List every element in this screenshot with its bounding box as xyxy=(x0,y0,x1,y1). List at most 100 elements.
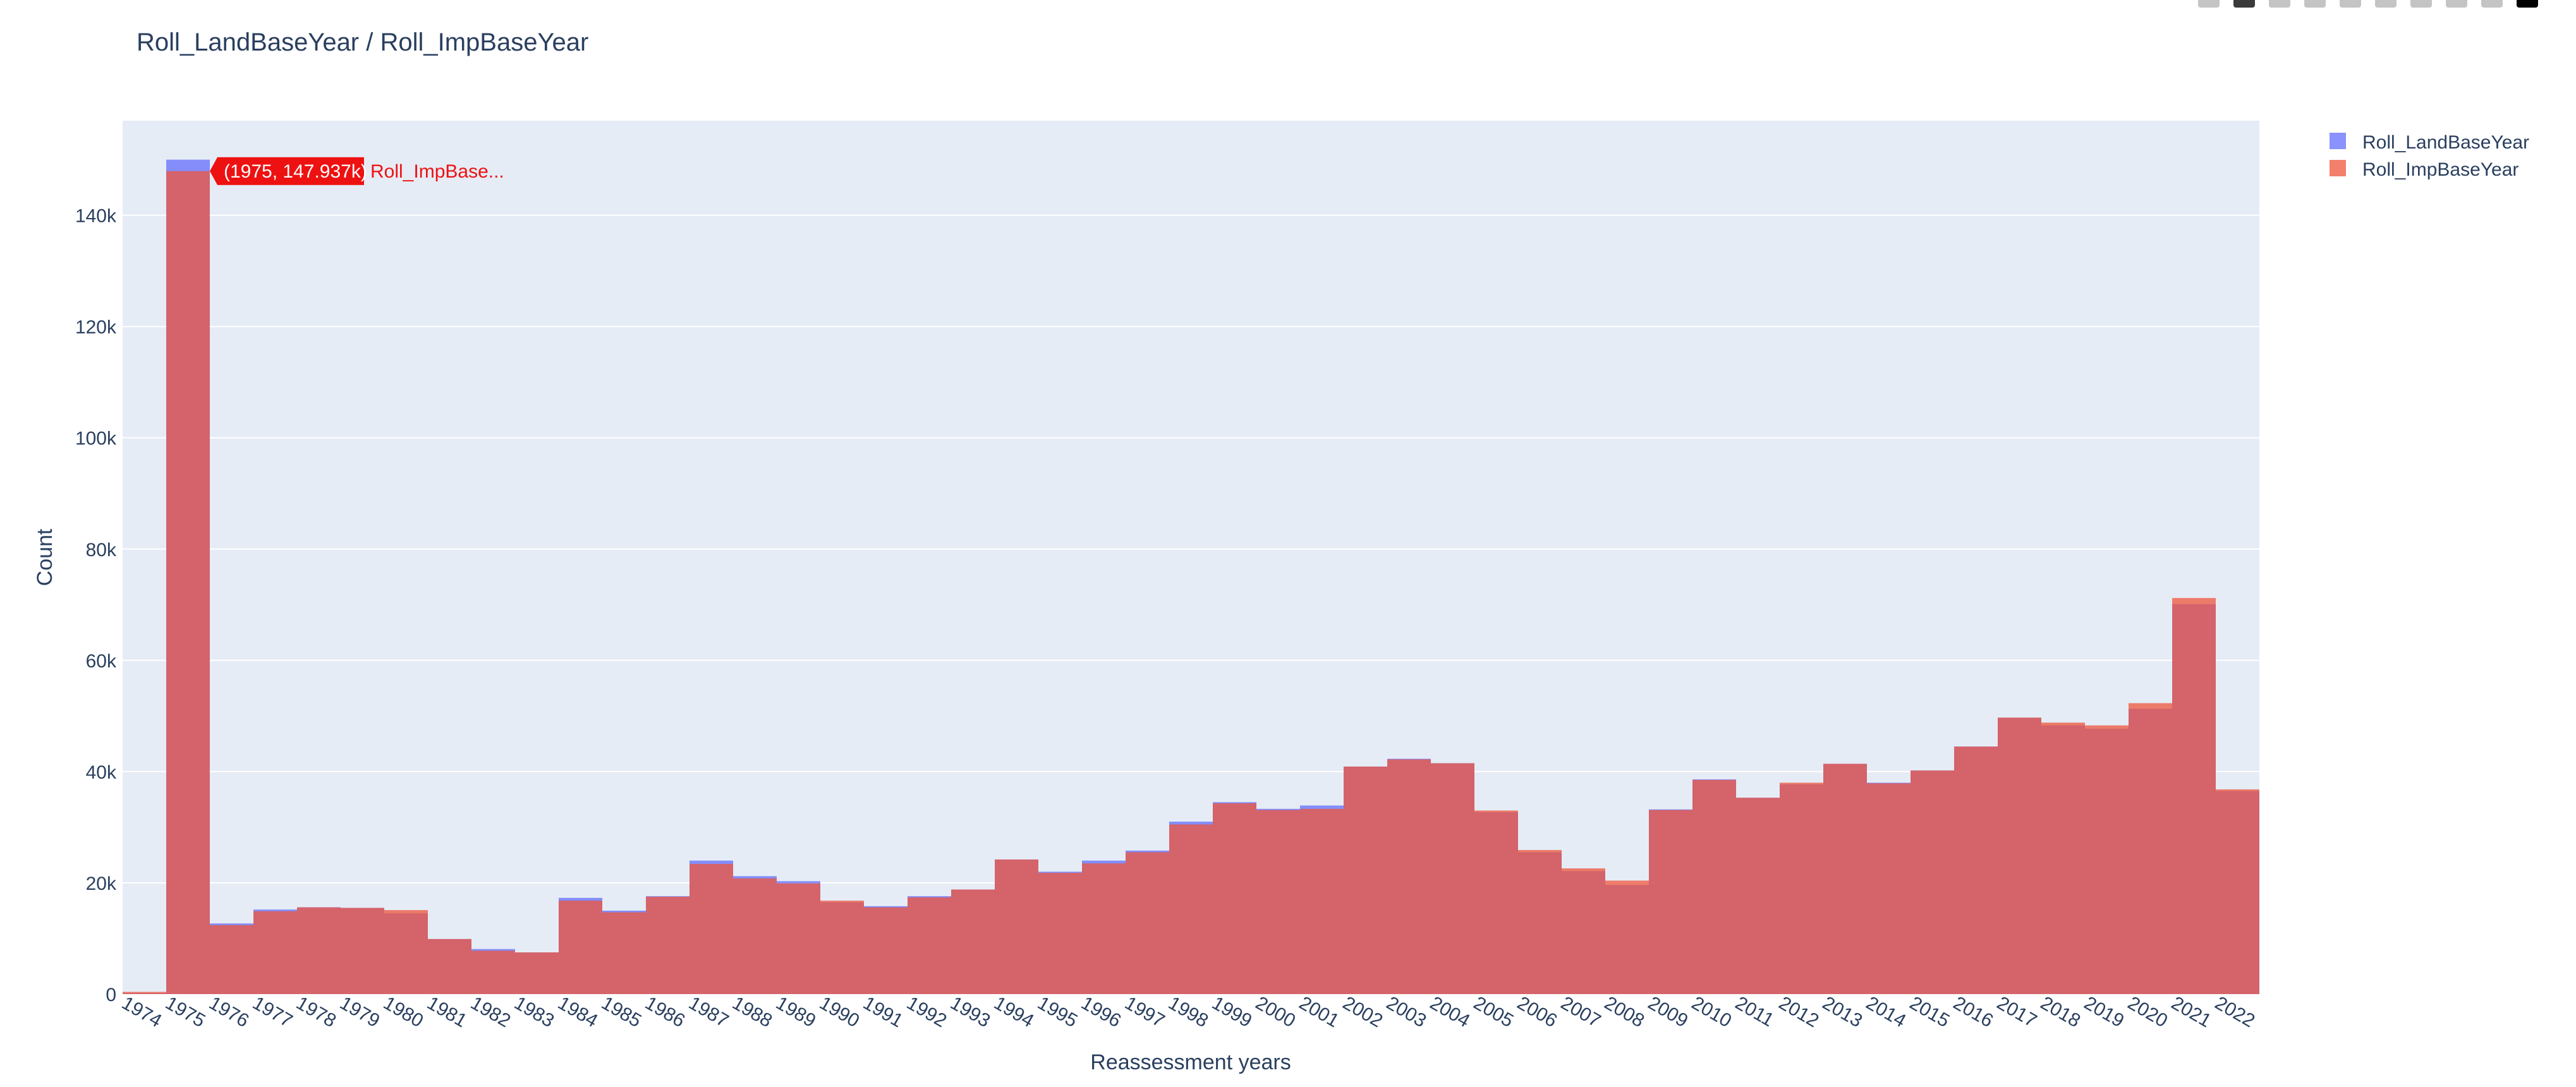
series-Roll_ImpBaseYear[interactable] xyxy=(123,171,2259,995)
zoom-icon[interactable] xyxy=(2233,0,2255,8)
camera-icon[interactable] xyxy=(2198,0,2220,8)
pan-icon[interactable] xyxy=(2269,0,2290,8)
bar[interactable] xyxy=(733,878,777,994)
bar[interactable] xyxy=(1256,810,1300,994)
x-tick-label: 2014 xyxy=(1862,992,1909,1031)
x-tick-label: 2020 xyxy=(2124,992,2171,1031)
bar[interactable] xyxy=(210,925,253,994)
autoscale-icon[interactable] xyxy=(2446,0,2467,8)
plotly-logo-icon[interactable] xyxy=(2517,0,2538,8)
x-tick-label: 1977 xyxy=(249,992,296,1031)
reset-axes-icon[interactable] xyxy=(2481,0,2503,8)
bar[interactable] xyxy=(2216,789,2259,994)
x-tick-label: 1974 xyxy=(118,992,165,1031)
bar[interactable] xyxy=(820,901,864,994)
bar[interactable] xyxy=(1082,863,1126,994)
y-tick-label: 60k xyxy=(86,651,117,672)
y-tick-label: 40k xyxy=(86,762,117,783)
lasso-icon[interactable] xyxy=(2340,0,2361,8)
x-tick-label: 1982 xyxy=(467,992,514,1031)
bar[interactable] xyxy=(1126,852,1169,994)
bar[interactable] xyxy=(1344,766,1387,994)
hover-series-name: Roll_ImpBase... xyxy=(370,161,504,182)
bar[interactable] xyxy=(1911,770,1954,994)
x-tick-label: 1985 xyxy=(598,992,645,1031)
bar[interactable] xyxy=(864,907,908,994)
x-tick-label: 1994 xyxy=(990,992,1037,1031)
y-tick-labels: 0 20k 40k 60k 80k 100k 120k 140k xyxy=(75,206,117,1005)
bar[interactable] xyxy=(515,952,559,994)
bar[interactable] xyxy=(471,950,515,994)
bar[interactable] xyxy=(1474,810,1518,994)
modebar xyxy=(2198,0,2538,19)
x-tick-label: 1997 xyxy=(1121,992,1168,1031)
bar[interactable] xyxy=(559,901,602,994)
x-tick-label: 1976 xyxy=(205,992,252,1031)
bar[interactable] xyxy=(1649,810,1692,994)
bar[interactable] xyxy=(1867,783,1911,994)
bar[interactable] xyxy=(908,897,951,994)
bar[interactable] xyxy=(341,908,384,994)
bar[interactable] xyxy=(690,864,733,994)
bar[interactable] xyxy=(1213,803,1256,994)
bar[interactable] xyxy=(1300,808,1344,994)
bar[interactable] xyxy=(1431,763,1474,994)
legend-item[interactable]: Roll_LandBaseYear xyxy=(2330,132,2529,153)
x-tick-label: 2013 xyxy=(1819,992,1866,1031)
bar[interactable] xyxy=(2172,598,2216,994)
bar[interactable] xyxy=(428,938,471,994)
x-tick-label: 1995 xyxy=(1034,992,1081,1031)
bar[interactable] xyxy=(1387,759,1431,994)
bar[interactable] xyxy=(995,859,1038,994)
bars[interactable] xyxy=(123,159,2259,995)
bar[interactable] xyxy=(602,912,646,994)
bar[interactable] xyxy=(777,883,820,994)
x-tick-label: 1979 xyxy=(336,992,383,1031)
x-tick-label: 2022 xyxy=(2211,992,2258,1031)
bar[interactable] xyxy=(1823,763,1867,994)
bar[interactable] xyxy=(1998,717,2041,994)
bar[interactable] xyxy=(1562,868,1605,994)
bar[interactable] xyxy=(2041,722,2085,994)
x-tick-label: 2005 xyxy=(1470,992,1517,1031)
x-tick-label: 2003 xyxy=(1383,992,1430,1031)
bar[interactable] xyxy=(297,907,341,994)
y-tick-label: 80k xyxy=(86,540,117,561)
bar[interactable] xyxy=(1518,850,1562,994)
bar[interactable] xyxy=(1169,824,1213,994)
legend-swatch xyxy=(2330,160,2346,176)
x-tick-labels: 1974197519761977197819791980198119821983… xyxy=(118,992,2258,1031)
bar[interactable] xyxy=(1038,873,1082,994)
bar[interactable] xyxy=(1692,780,1736,994)
bar[interactable] xyxy=(253,911,297,994)
legend-item[interactable]: Roll_ImpBaseYear xyxy=(2330,159,2518,180)
y-tick-label: 20k xyxy=(86,873,117,894)
bar[interactable] xyxy=(1780,782,1823,994)
bar[interactable] xyxy=(646,896,690,994)
bar[interactable] xyxy=(384,910,428,994)
x-tick-label: 2002 xyxy=(1339,992,1386,1031)
bar[interactable] xyxy=(2129,703,2172,994)
y-tick-label: 140k xyxy=(75,206,117,227)
x-tick-label: 1999 xyxy=(1208,992,1255,1031)
bar[interactable] xyxy=(1605,880,1649,994)
legend-swatch xyxy=(2330,133,2346,149)
bar[interactable] xyxy=(166,171,210,995)
hover-pointer xyxy=(210,157,217,185)
bar[interactable] xyxy=(1954,746,1998,994)
zoom-out-icon[interactable] xyxy=(2410,0,2432,8)
chart-title: Roll_LandBaseYear / Roll_ImpBaseYear xyxy=(137,28,588,56)
y-axis-label: Count xyxy=(33,528,57,586)
bar[interactable] xyxy=(1736,798,1780,994)
x-tick-label: 1991 xyxy=(860,992,906,1031)
zoom-in-icon[interactable] xyxy=(2375,0,2397,8)
x-tick-label: 2006 xyxy=(1514,992,1560,1031)
bar[interactable] xyxy=(951,889,995,994)
bar[interactable] xyxy=(2085,725,2129,994)
y-tick-label: 0 xyxy=(106,985,116,1005)
legend[interactable]: Roll_LandBaseYear Roll_ImpBaseYear xyxy=(2330,132,2529,180)
box-select-icon[interactable] xyxy=(2304,0,2326,8)
x-tick-label: 2016 xyxy=(1950,992,1996,1031)
bar[interactable] xyxy=(123,992,166,994)
